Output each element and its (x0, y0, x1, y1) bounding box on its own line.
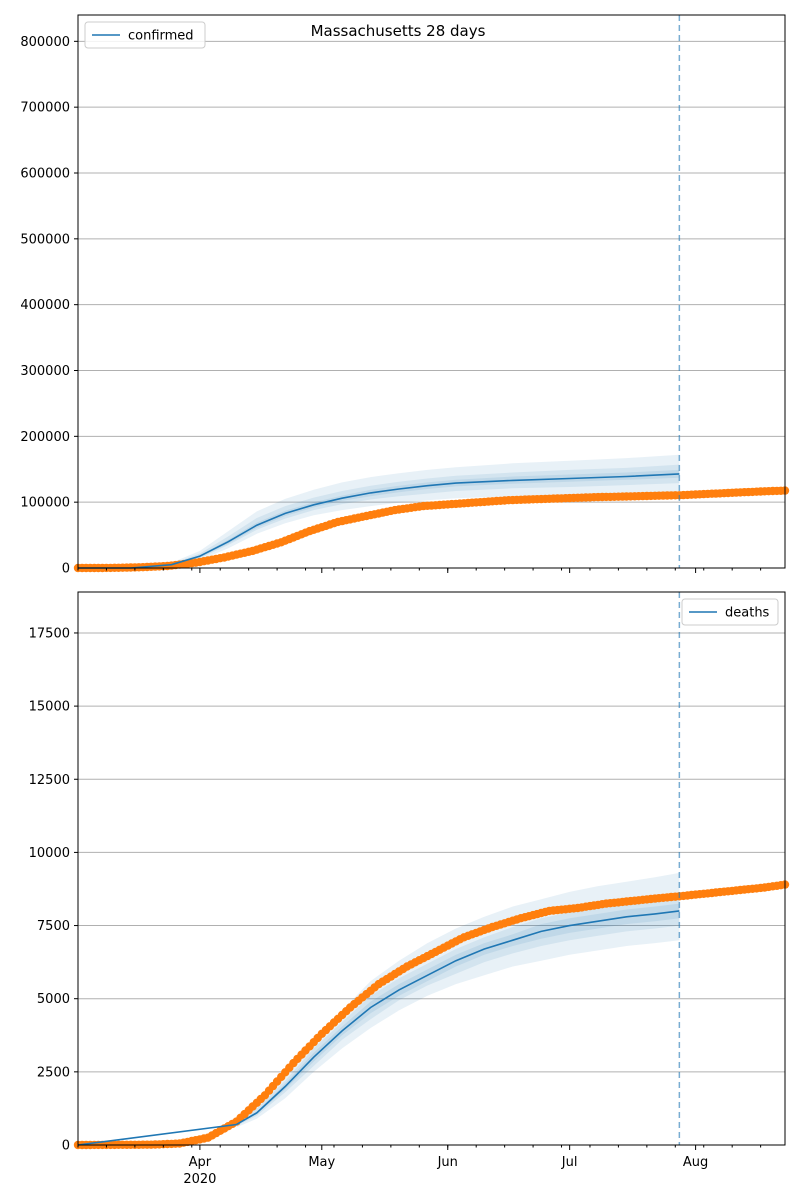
confidence-band (236, 894, 680, 1126)
legend-label: confirmed (128, 29, 194, 44)
x-tick-label: Jul (561, 1155, 578, 1170)
deaths-panel: 0 2500 5000 7500 10000 12500 15000 17500 deaths A… (29, 591, 790, 1187)
y-tick-label: 5000 (37, 992, 70, 1007)
x-tick-label: Aug (683, 1155, 708, 1170)
legend-box (84, 21, 206, 49)
y-tick-label: 200000 (20, 430, 70, 445)
y-tick-label: 0 (62, 562, 70, 577)
y-tick-label: 700000 (20, 101, 70, 116)
y-tick-label: 7500 (37, 919, 70, 934)
model-median-line (77, 910, 680, 1146)
x-tick-label: Jun (437, 1155, 458, 1170)
confidence-band (171, 464, 680, 566)
model-median-line (78, 473, 680, 569)
x-tick-label: May (308, 1155, 335, 1170)
chart-title: Massachusetts 28 days (311, 22, 486, 40)
y-tick-label: 17500 (29, 626, 70, 641)
observed-points (73, 880, 790, 1150)
x-tick-label: Apr (189, 1155, 212, 1170)
confidence-band (236, 872, 680, 1128)
confirmed-panel: 0 100000 200000 300000 400000 500000 600000 700… (20, 14, 790, 577)
y-tick-label: 10000 (29, 846, 70, 861)
y-tick-label: 0 (62, 1139, 70, 1154)
y-tick-label: 400000 (20, 298, 70, 313)
confidence-band (171, 454, 680, 566)
y-tick-label: 800000 (20, 35, 70, 50)
legend-label: deaths (725, 606, 770, 621)
axes-frame (77, 591, 786, 1146)
legend-box (681, 598, 779, 626)
y-tick-label: 15000 (29, 700, 70, 715)
y-tick-label: 100000 (20, 496, 70, 511)
axes-frame (77, 14, 786, 569)
confidence-band (171, 469, 680, 565)
y-tick-label: 2500 (37, 1065, 70, 1080)
x-tick-year-label: 2020 (183, 1172, 216, 1187)
y-tick-label: 12500 (29, 773, 70, 788)
y-tick-label: 500000 (20, 232, 70, 247)
y-tick-label: 300000 (20, 364, 70, 379)
y-tick-label: 600000 (20, 167, 70, 182)
